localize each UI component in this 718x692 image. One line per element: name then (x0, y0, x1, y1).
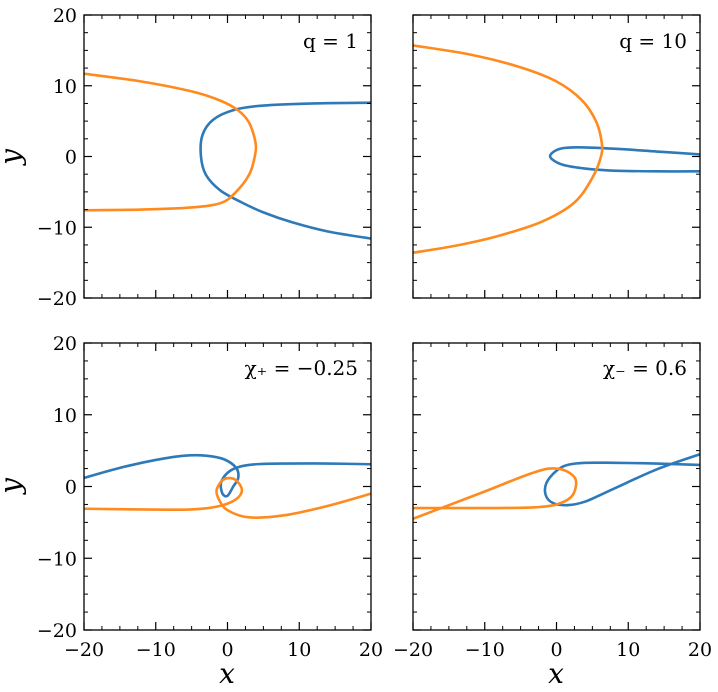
y-tick-label: 0 (65, 147, 77, 169)
series-line-blue (548, 146, 700, 173)
panel-annotation: q = 10 (619, 29, 687, 53)
x-tick-label: 20 (359, 639, 383, 661)
x-tick-label: 0 (550, 639, 562, 661)
panel-annotation: q = 1 (303, 29, 358, 53)
panel-q1: −20 −10 0 10 20 y q = 1 (0, 5, 372, 310)
x-tick-label: −10 (465, 639, 505, 661)
y-tick-label: 10 (53, 405, 77, 427)
y-tick-label: −10 (37, 217, 77, 239)
series-line-blue (199, 101, 371, 240)
series-line-blue (84, 453, 371, 498)
panel-annotation: χ₋ = 0.6 (603, 356, 687, 380)
series-line-orange (413, 44, 604, 255)
x-axis-title: x (548, 657, 564, 690)
y-tick-label: −10 (37, 548, 77, 570)
panel-chi-plus: −20 −10 0 10 20 −20 −10 0 10 20 y x χ₊ = −0.25 (0, 333, 383, 690)
x-tick-label: −10 (136, 639, 176, 661)
series-line-blue (543, 452, 700, 507)
plot-frame (412, 342, 701, 631)
y-tick-label: 0 (65, 477, 77, 499)
x-tick-label: 10 (287, 639, 311, 661)
y-tick-label: −20 (37, 620, 77, 642)
plot-frame (83, 14, 372, 299)
panel-q10: q = 10 (412, 14, 701, 299)
y-axis-title: y (0, 477, 27, 496)
x-tick-label: −20 (393, 639, 433, 661)
x-axis-title: x (219, 657, 235, 690)
y-tick-label: 20 (53, 5, 77, 27)
y-tick-label: −20 (37, 288, 77, 310)
series-line-orange (413, 467, 578, 521)
y-axis-title: y (0, 148, 27, 167)
series-line-orange (84, 72, 258, 212)
x-tick-label: 20 (688, 639, 712, 661)
panel-chi-minus: −20 −10 0 10 20 x χ₋ = 0.6 (393, 342, 712, 690)
panel-annotation: χ₊ = −0.25 (245, 356, 358, 380)
x-tick-label: 10 (616, 639, 640, 661)
plot-frame (412, 14, 701, 299)
x-tick-label: −20 (64, 639, 104, 661)
plot-frame (83, 342, 372, 631)
series-line-orange (84, 476, 371, 519)
y-tick-label: 10 (53, 76, 77, 98)
y-tick-label: 20 (53, 333, 77, 355)
x-tick-label: 0 (221, 639, 233, 661)
